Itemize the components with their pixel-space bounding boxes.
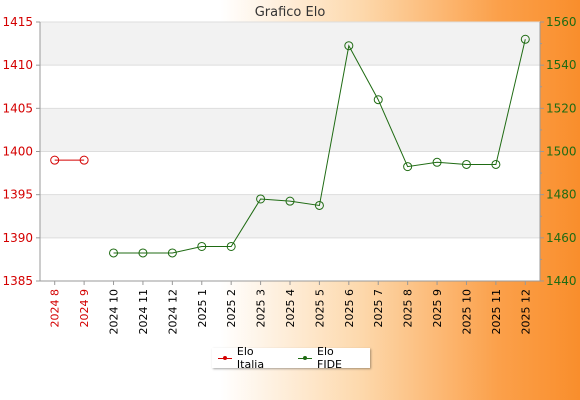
data-point xyxy=(197,241,207,251)
x-tick-label: 2025 5 xyxy=(313,289,326,328)
y-right-tick-label: 1540 xyxy=(546,58,577,72)
x-tick-label: 2024 10 xyxy=(108,289,121,335)
grid-band xyxy=(40,108,540,152)
grid-band xyxy=(40,22,540,66)
x-tick-label: 2025 3 xyxy=(255,289,268,328)
legend-label: Elo Italia xyxy=(236,345,265,371)
x-tick-label: 2025 6 xyxy=(343,289,356,328)
legend-item-elo-italia: Elo Italia xyxy=(218,345,284,371)
x-tick-label: 2024 12 xyxy=(166,289,179,335)
legend: Elo Italia Elo FIDE xyxy=(212,345,370,371)
legend-label: Elo FIDE xyxy=(317,345,342,371)
y-right-tick-label: 1480 xyxy=(546,188,577,202)
data-point xyxy=(138,248,148,258)
y-right-tick-label: 1460 xyxy=(546,231,577,245)
x-tick-label: 2025 7 xyxy=(372,289,385,328)
x-tick-label: 2025 2 xyxy=(225,289,238,328)
data-point xyxy=(109,248,119,258)
data-point xyxy=(344,41,354,51)
x-tick-label: 2025 8 xyxy=(402,289,415,328)
y-right-tick-label: 1440 xyxy=(546,274,577,288)
y-left-tick-label: 1415 xyxy=(2,15,33,29)
data-point xyxy=(79,155,89,165)
data-point xyxy=(461,159,471,169)
x-tick-label: 2025 4 xyxy=(284,289,297,328)
y-right-tick-label: 1560 xyxy=(546,15,577,29)
x-tick-label: 2024 9 xyxy=(78,289,91,328)
y-left-tick-label: 1410 xyxy=(2,58,33,72)
y-left-tick-label: 1400 xyxy=(2,145,33,159)
data-point xyxy=(491,159,501,169)
data-point xyxy=(373,95,383,105)
y-left-tick-label: 1385 xyxy=(2,274,33,288)
x-tick-label: 2024 11 xyxy=(137,289,150,335)
series-line-elo-fide xyxy=(113,39,526,254)
x-tick-label: 2025 11 xyxy=(490,289,503,335)
y-right-tick-label: 1500 xyxy=(546,145,577,159)
data-point xyxy=(314,200,324,210)
data-point xyxy=(50,155,60,165)
data-point xyxy=(167,248,177,258)
x-tick-label: 2025 1 xyxy=(196,289,209,328)
grid-band xyxy=(40,194,540,238)
data-point xyxy=(520,34,530,44)
data-point xyxy=(403,162,413,172)
legend-item-elo-fide: Elo FIDE xyxy=(298,345,362,371)
y-left-tick-label: 1395 xyxy=(2,188,33,202)
x-tick-label: 2025 10 xyxy=(460,289,473,335)
chart-title: Grafico Elo xyxy=(255,5,326,20)
x-tick-label: 2025 12 xyxy=(519,289,532,335)
data-point xyxy=(226,241,236,251)
legend-swatch xyxy=(298,355,312,360)
x-tick-label: 2025 9 xyxy=(431,289,444,328)
y-right-tick-label: 1520 xyxy=(546,101,577,115)
data-point xyxy=(432,157,442,167)
data-point xyxy=(256,194,266,204)
legend-swatch xyxy=(218,355,232,360)
x-tick-label: 2024 8 xyxy=(49,289,62,328)
y-left-tick-label: 1390 xyxy=(2,231,33,245)
y-left-tick-label: 1405 xyxy=(2,101,33,115)
data-point xyxy=(285,196,295,206)
